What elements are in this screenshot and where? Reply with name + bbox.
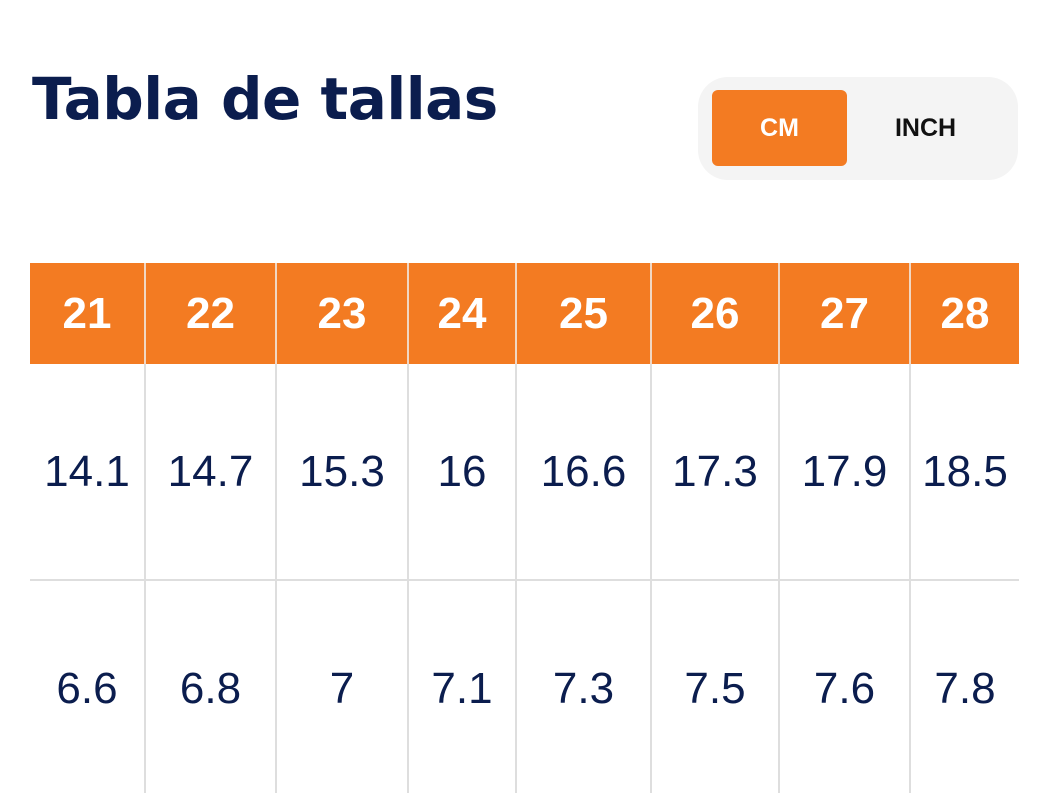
size-header-cell: 21 [30, 263, 145, 364]
table-cell: 6.8 [144, 580, 276, 793]
size-header-cell: 27 [778, 263, 910, 364]
table-cell: 7 [275, 580, 408, 793]
table-cell: 15.3 [275, 364, 408, 581]
table-row: 14.1 14.7 15.3 16 16.6 17.3 17.9 18.5 [30, 364, 1019, 581]
table-cell: 7.5 [650, 580, 779, 793]
size-header-cell: 28 [909, 263, 1019, 364]
table-cell: 7.8 [909, 580, 1019, 793]
size-header-row: 21 22 23 24 25 26 27 28 [30, 263, 1019, 364]
unit-cm-button[interactable]: CM [712, 90, 847, 166]
size-header-cell: 23 [275, 263, 408, 364]
table-cell: 17.9 [778, 364, 910, 581]
size-header-cell: 24 [407, 263, 516, 364]
table-cell: 16 [407, 364, 516, 581]
unit-inch-button[interactable]: INCH [894, 113, 957, 142]
table-cell: 17.3 [650, 364, 779, 581]
table-cell: 6.6 [56, 663, 118, 713]
size-header-cell: 26 [650, 263, 779, 364]
page-title: Tabla de tallas [32, 65, 498, 133]
size-header-cell: 25 [515, 263, 651, 364]
size-table: 21 22 23 24 25 26 27 28 14.1 14.7 15.3 1… [30, 263, 1019, 793]
unit-toggle: CM INCH [698, 77, 1018, 180]
table-cell: 7.3 [515, 580, 651, 793]
table-cell: 7.6 [778, 580, 910, 793]
table-cell: 18.5 [909, 364, 1019, 581]
table-cell: 7.1 [407, 580, 516, 793]
table-cell: 16.6 [515, 364, 651, 581]
table-cell: 14.1 [30, 364, 145, 581]
table-row: 6.6 6.8 7 7.1 7.3 7.5 7.6 7.8 [30, 580, 1019, 793]
table-cell: 14.7 [144, 364, 276, 581]
size-header-cell: 22 [144, 263, 276, 364]
